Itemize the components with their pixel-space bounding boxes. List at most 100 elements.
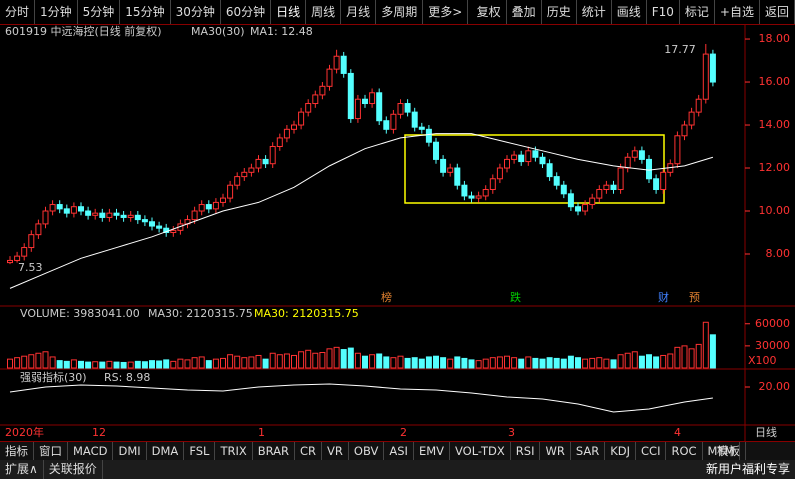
volume-bar xyxy=(141,361,148,369)
toolbar-button[interactable]: 月线 xyxy=(341,0,377,24)
volume-bar xyxy=(411,357,418,369)
indicator-tab[interactable]: DMI xyxy=(113,442,147,461)
indicator-tab[interactable]: OBV xyxy=(349,442,385,461)
candle-body xyxy=(227,184,234,199)
candle-body xyxy=(681,124,688,137)
indicator-tabs: 指标 窗口 MACD DMI DMA FSL TRIX BRAR CR VR OBV ASI EMV VO… xyxy=(0,441,795,461)
candle-body xyxy=(141,219,148,223)
indicator-tab[interactable]: ASI xyxy=(384,442,414,461)
candle-body xyxy=(440,158,447,173)
toolbar-button[interactable]: 复权 xyxy=(472,0,507,24)
candle-body xyxy=(269,146,276,165)
volume-bar xyxy=(269,352,276,369)
toolbar-button[interactable]: 叠加 xyxy=(507,0,542,24)
volume-bar xyxy=(163,359,170,369)
event-marker[interactable]: 榜 xyxy=(381,290,392,304)
low-annotation: 7.53 xyxy=(18,261,43,274)
candle-body xyxy=(433,141,439,160)
event-marker[interactable]: 预 xyxy=(689,291,700,304)
toolbar-button[interactable]: 更多> xyxy=(423,0,469,24)
candle-body xyxy=(489,178,496,191)
indicator-tab[interactable]: 指标 xyxy=(0,442,34,461)
toolbar-button[interactable]: 画线 xyxy=(612,0,647,24)
toolbar-button[interactable]: 日线 xyxy=(271,0,307,24)
symbol: 601919 中远海控(日线 前复权) xyxy=(5,24,162,38)
toolbar-button[interactable]: 15分钟 xyxy=(120,0,171,24)
toolbar-button[interactable]: 统计 xyxy=(577,0,612,24)
indicator-tab[interactable]: TRIX xyxy=(215,442,253,461)
candle-body xyxy=(567,193,574,208)
volume-bar xyxy=(198,356,205,369)
indicator-tab[interactable]: BRAR xyxy=(253,442,296,461)
indicator-tab[interactable]: VR xyxy=(322,442,349,461)
volume-bar xyxy=(674,346,681,369)
y-tick-label: 12.00 xyxy=(759,161,791,174)
event-marker[interactable]: 跌 xyxy=(510,290,521,304)
volume-bar xyxy=(709,334,716,369)
indicator-tab[interactable]: CR xyxy=(295,442,323,461)
candle-body xyxy=(638,150,645,160)
volume-bar xyxy=(99,361,106,369)
candle-body xyxy=(518,154,525,163)
toolbar-button[interactable]: 周线 xyxy=(306,0,342,24)
volume-bar xyxy=(7,358,13,369)
candle-body xyxy=(191,210,198,221)
event-marker[interactable]: 财 xyxy=(658,290,669,304)
indicator-tab[interactable]: ROC xyxy=(666,442,703,461)
template-tab[interactable]: 模板 xyxy=(712,442,746,460)
indicator-tab[interactable]: WR xyxy=(540,442,571,461)
y-tick-label: 10.00 xyxy=(759,204,791,217)
indicator-tab[interactable]: 窗口 xyxy=(34,442,68,461)
candle-body xyxy=(99,212,106,218)
promo[interactable]: 新用户福利专享 xyxy=(705,462,790,476)
volume-bar xyxy=(653,356,660,369)
volume-bar xyxy=(56,360,63,369)
volume-bar xyxy=(425,356,432,369)
indicator-tab[interactable]: FSL xyxy=(184,442,216,461)
indicator-tab[interactable]: EMV xyxy=(414,442,450,461)
indicator-tab[interactable]: DMA xyxy=(147,442,185,461)
toolbar-button[interactable]: 5分钟 xyxy=(78,0,121,24)
indicator-tab[interactable]: KDJ xyxy=(605,442,637,461)
candle-body xyxy=(646,158,652,180)
toolbar-button[interactable]: F10 xyxy=(647,0,680,24)
candle-body xyxy=(418,126,425,130)
toolbar-button[interactable]: 历史 xyxy=(542,0,577,24)
volume-bar xyxy=(362,355,368,369)
volume-bar xyxy=(347,347,354,369)
volume-bar xyxy=(127,361,134,369)
candle-body xyxy=(582,204,589,212)
candle-body xyxy=(610,184,617,191)
toolbar-button[interactable]: 标记 xyxy=(680,0,715,24)
volume-bar xyxy=(283,353,290,369)
toolbar-button[interactable]: 返回 xyxy=(760,0,795,24)
indicator-tab[interactable]: CCI xyxy=(636,442,667,461)
candle-body xyxy=(532,150,539,158)
toolbar-button[interactable]: 60分钟 xyxy=(221,0,272,24)
toolbar-button[interactable]: 30分钟 xyxy=(171,0,221,24)
toolbar-button[interactable]: 多周期 xyxy=(376,0,424,24)
toolbar-button[interactable]: +自选 xyxy=(715,0,760,24)
indicator-tab[interactable]: RSI xyxy=(511,442,541,461)
candle-body xyxy=(120,214,127,218)
indicator-tab[interactable]: MTM xyxy=(703,442,741,461)
volume-bar xyxy=(447,358,454,369)
indicator-tab[interactable]: SAR xyxy=(571,442,606,461)
volume-bar xyxy=(567,355,574,369)
footer-button[interactable]: 扩展∧ xyxy=(0,460,44,479)
candle-body xyxy=(653,178,660,191)
candle-body xyxy=(362,98,368,105)
candle-body xyxy=(553,176,560,186)
indicator-tab[interactable]: MACD xyxy=(68,442,114,461)
footer-button[interactable]: 关联报价 xyxy=(44,460,103,479)
toolbar-button[interactable]: 分时 xyxy=(0,0,36,24)
indicator-tab[interactable]: VOL-TDX xyxy=(450,442,511,461)
volume-bar xyxy=(234,355,241,369)
volume-ma: MA30: 2120315.75 xyxy=(148,307,253,320)
volume-bar xyxy=(504,355,510,369)
toolbar: 分时 1分钟 5分钟 15分钟 30分钟 60分钟 日线 周线 月线 多周期 更多> 复权 叠加 历史 统计… xyxy=(0,0,795,25)
toolbar-button[interactable]: 1分钟 xyxy=(35,0,78,24)
candle-body xyxy=(454,167,461,186)
unit-label: X100 xyxy=(748,354,777,367)
